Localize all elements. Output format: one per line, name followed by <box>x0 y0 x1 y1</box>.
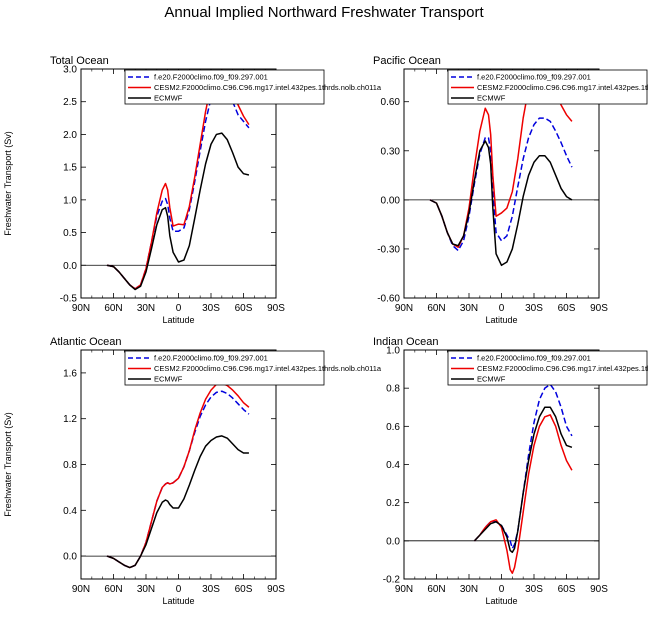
y-tick-label: 2.5 <box>63 97 77 108</box>
y-tick-label: 0.60 <box>381 97 401 108</box>
x-tick-label: 60N <box>427 303 445 314</box>
legend-box <box>124 69 325 105</box>
y-tick-label: 0.8 <box>63 460 77 471</box>
legend-label-1: CESM2.F2000climo.C96.C96.mg17.intel.432p… <box>477 83 648 92</box>
x-tick-label: 90S <box>267 303 285 314</box>
x-tick-label: 60S <box>235 584 253 595</box>
x-axis-label: Latitude <box>485 315 517 325</box>
x-tick-label: 90S <box>267 584 285 595</box>
y-tick-label: 3.0 <box>63 65 77 76</box>
panel-1: Pacific Ocean 90N 60N 30N 0 30S 60S 90S -0.60 -0.… <box>373 55 648 325</box>
panel-0: Total Ocean 90N 60N 30N 0 30S 60S 90S -0.5 0.0 0.5… <box>3 55 382 325</box>
y-tick-label: 0.6 <box>386 422 400 433</box>
x-tick-label: 30N <box>137 584 155 595</box>
legend-box <box>447 350 648 386</box>
x-tick-label: 30S <box>525 303 543 314</box>
legend-label-2: ECMWF <box>477 94 506 103</box>
x-tick-label: 60S <box>235 303 253 314</box>
panel-3: Indian Ocean 90N 60N 30N 0 30S 60S 90S -0.2 0.0 0.… <box>373 336 648 606</box>
panel-title: Indian Ocean <box>373 336 438 348</box>
x-tick-label: 0 <box>176 303 182 314</box>
x-tick-label: 0 <box>176 584 182 595</box>
x-tick-label: 90N <box>72 584 90 595</box>
series-line-1 <box>473 414 573 575</box>
legend-label-1: CESM2.F2000climo.C96.C96.mg17.intel.432p… <box>154 83 382 92</box>
y-tick-label: -0.5 <box>60 294 78 305</box>
legend-label-2: ECMWF <box>477 375 506 384</box>
series-line-1 <box>106 382 250 569</box>
series-line-2 <box>429 140 573 267</box>
y-tick-label: 1.5 <box>63 163 77 174</box>
y-tick-label: 1.2 <box>63 414 77 425</box>
x-tick-label: 60N <box>427 584 445 595</box>
y-tick-label: 0.0 <box>386 536 400 547</box>
y-tick-label: -0.60 <box>377 294 400 305</box>
x-tick-label: 60S <box>558 303 576 314</box>
y-tick-label: 0.30 <box>381 146 401 157</box>
legend-box <box>124 350 325 386</box>
x-tick-label: 0 <box>499 303 505 314</box>
legend-label-0: f.e20.F2000climo.f09_f09.297.001 <box>154 354 268 363</box>
y-tick-label: 2.0 <box>63 130 77 141</box>
y-tick-label: -0.2 <box>383 575 401 586</box>
x-tick-label: 30S <box>202 303 220 314</box>
x-axis-label: Latitude <box>162 315 194 325</box>
y-axis-label: Freshwater Transport (Sv) <box>3 131 13 236</box>
series-group <box>473 383 573 575</box>
series-group <box>106 382 250 569</box>
x-axis-label: Latitude <box>162 596 194 606</box>
y-tick-label: 0.00 <box>381 195 401 206</box>
x-tick-label: 30N <box>137 303 155 314</box>
legend-label-0: f.e20.F2000climo.f09_f09.297.001 <box>477 73 591 82</box>
x-tick-label: 90S <box>590 584 608 595</box>
x-tick-label: 60N <box>104 584 122 595</box>
y-tick-label: -0.30 <box>377 244 400 255</box>
x-axis-label: Latitude <box>485 596 517 606</box>
x-tick-label: 90N <box>395 584 413 595</box>
legend-label-0: f.e20.F2000climo.f09_f09.297.001 <box>477 354 591 363</box>
x-tick-label: 0 <box>499 584 505 595</box>
series-line-0 <box>429 117 573 252</box>
series-line-0 <box>473 383 573 550</box>
y-tick-label: 0.8 <box>386 384 400 395</box>
panel-title: Total Ocean <box>50 55 109 67</box>
x-tick-label: 30N <box>460 303 478 314</box>
figure-title: Annual Implied Northward Freshwater Tran… <box>164 4 484 21</box>
legend-label-1: CESM2.F2000climo.C96.C96.mg17.intel.432p… <box>154 364 382 373</box>
legend-label-1: CESM2.F2000climo.C96.C96.mg17.intel.432p… <box>477 364 648 373</box>
x-tick-label: 90N <box>395 303 413 314</box>
y-tick-label: 1.0 <box>63 195 77 206</box>
panel-2: Atlantic Ocean 90N 60N 30N 0 30S 60S 90S 0.0 0.4 0… <box>3 336 382 606</box>
legend-label-0: f.e20.F2000climo.f09_f09.297.001 <box>154 73 268 82</box>
x-tick-label: 90S <box>590 303 608 314</box>
legend-label-2: ECMWF <box>154 375 183 384</box>
y-tick-label: 0.4 <box>63 506 77 517</box>
x-tick-label: 30S <box>202 584 220 595</box>
series-line-2 <box>106 435 249 569</box>
series-line-2 <box>473 406 573 554</box>
y-tick-label: 0.5 <box>63 228 77 239</box>
panel-title: Pacific Ocean <box>373 55 441 67</box>
x-tick-label: 60N <box>104 303 122 314</box>
y-axis-label: Freshwater Transport (Sv) <box>3 412 13 517</box>
legend-label-2: ECMWF <box>154 94 183 103</box>
panels: Total Ocean 90N 60N 30N 0 30S 60S 90S -0.5 0.0 0.5… <box>3 55 648 606</box>
x-tick-label: 30N <box>460 584 478 595</box>
y-tick-label: 1.0 <box>386 346 400 357</box>
y-tick-label: 0.0 <box>63 552 77 563</box>
y-tick-label: 0.4 <box>386 460 400 471</box>
series-line-2 <box>106 132 250 291</box>
y-tick-label: 1.6 <box>63 368 77 379</box>
panel-title: Atlantic Ocean <box>50 336 122 348</box>
legend-box <box>447 69 648 105</box>
series-line-0 <box>106 84 250 290</box>
y-tick-label: 0.2 <box>386 498 400 509</box>
y-tick-label: 0.0 <box>63 261 77 272</box>
x-tick-label: 30S <box>525 584 543 595</box>
x-tick-label: 60S <box>558 584 576 595</box>
x-tick-label: 90N <box>72 303 90 314</box>
